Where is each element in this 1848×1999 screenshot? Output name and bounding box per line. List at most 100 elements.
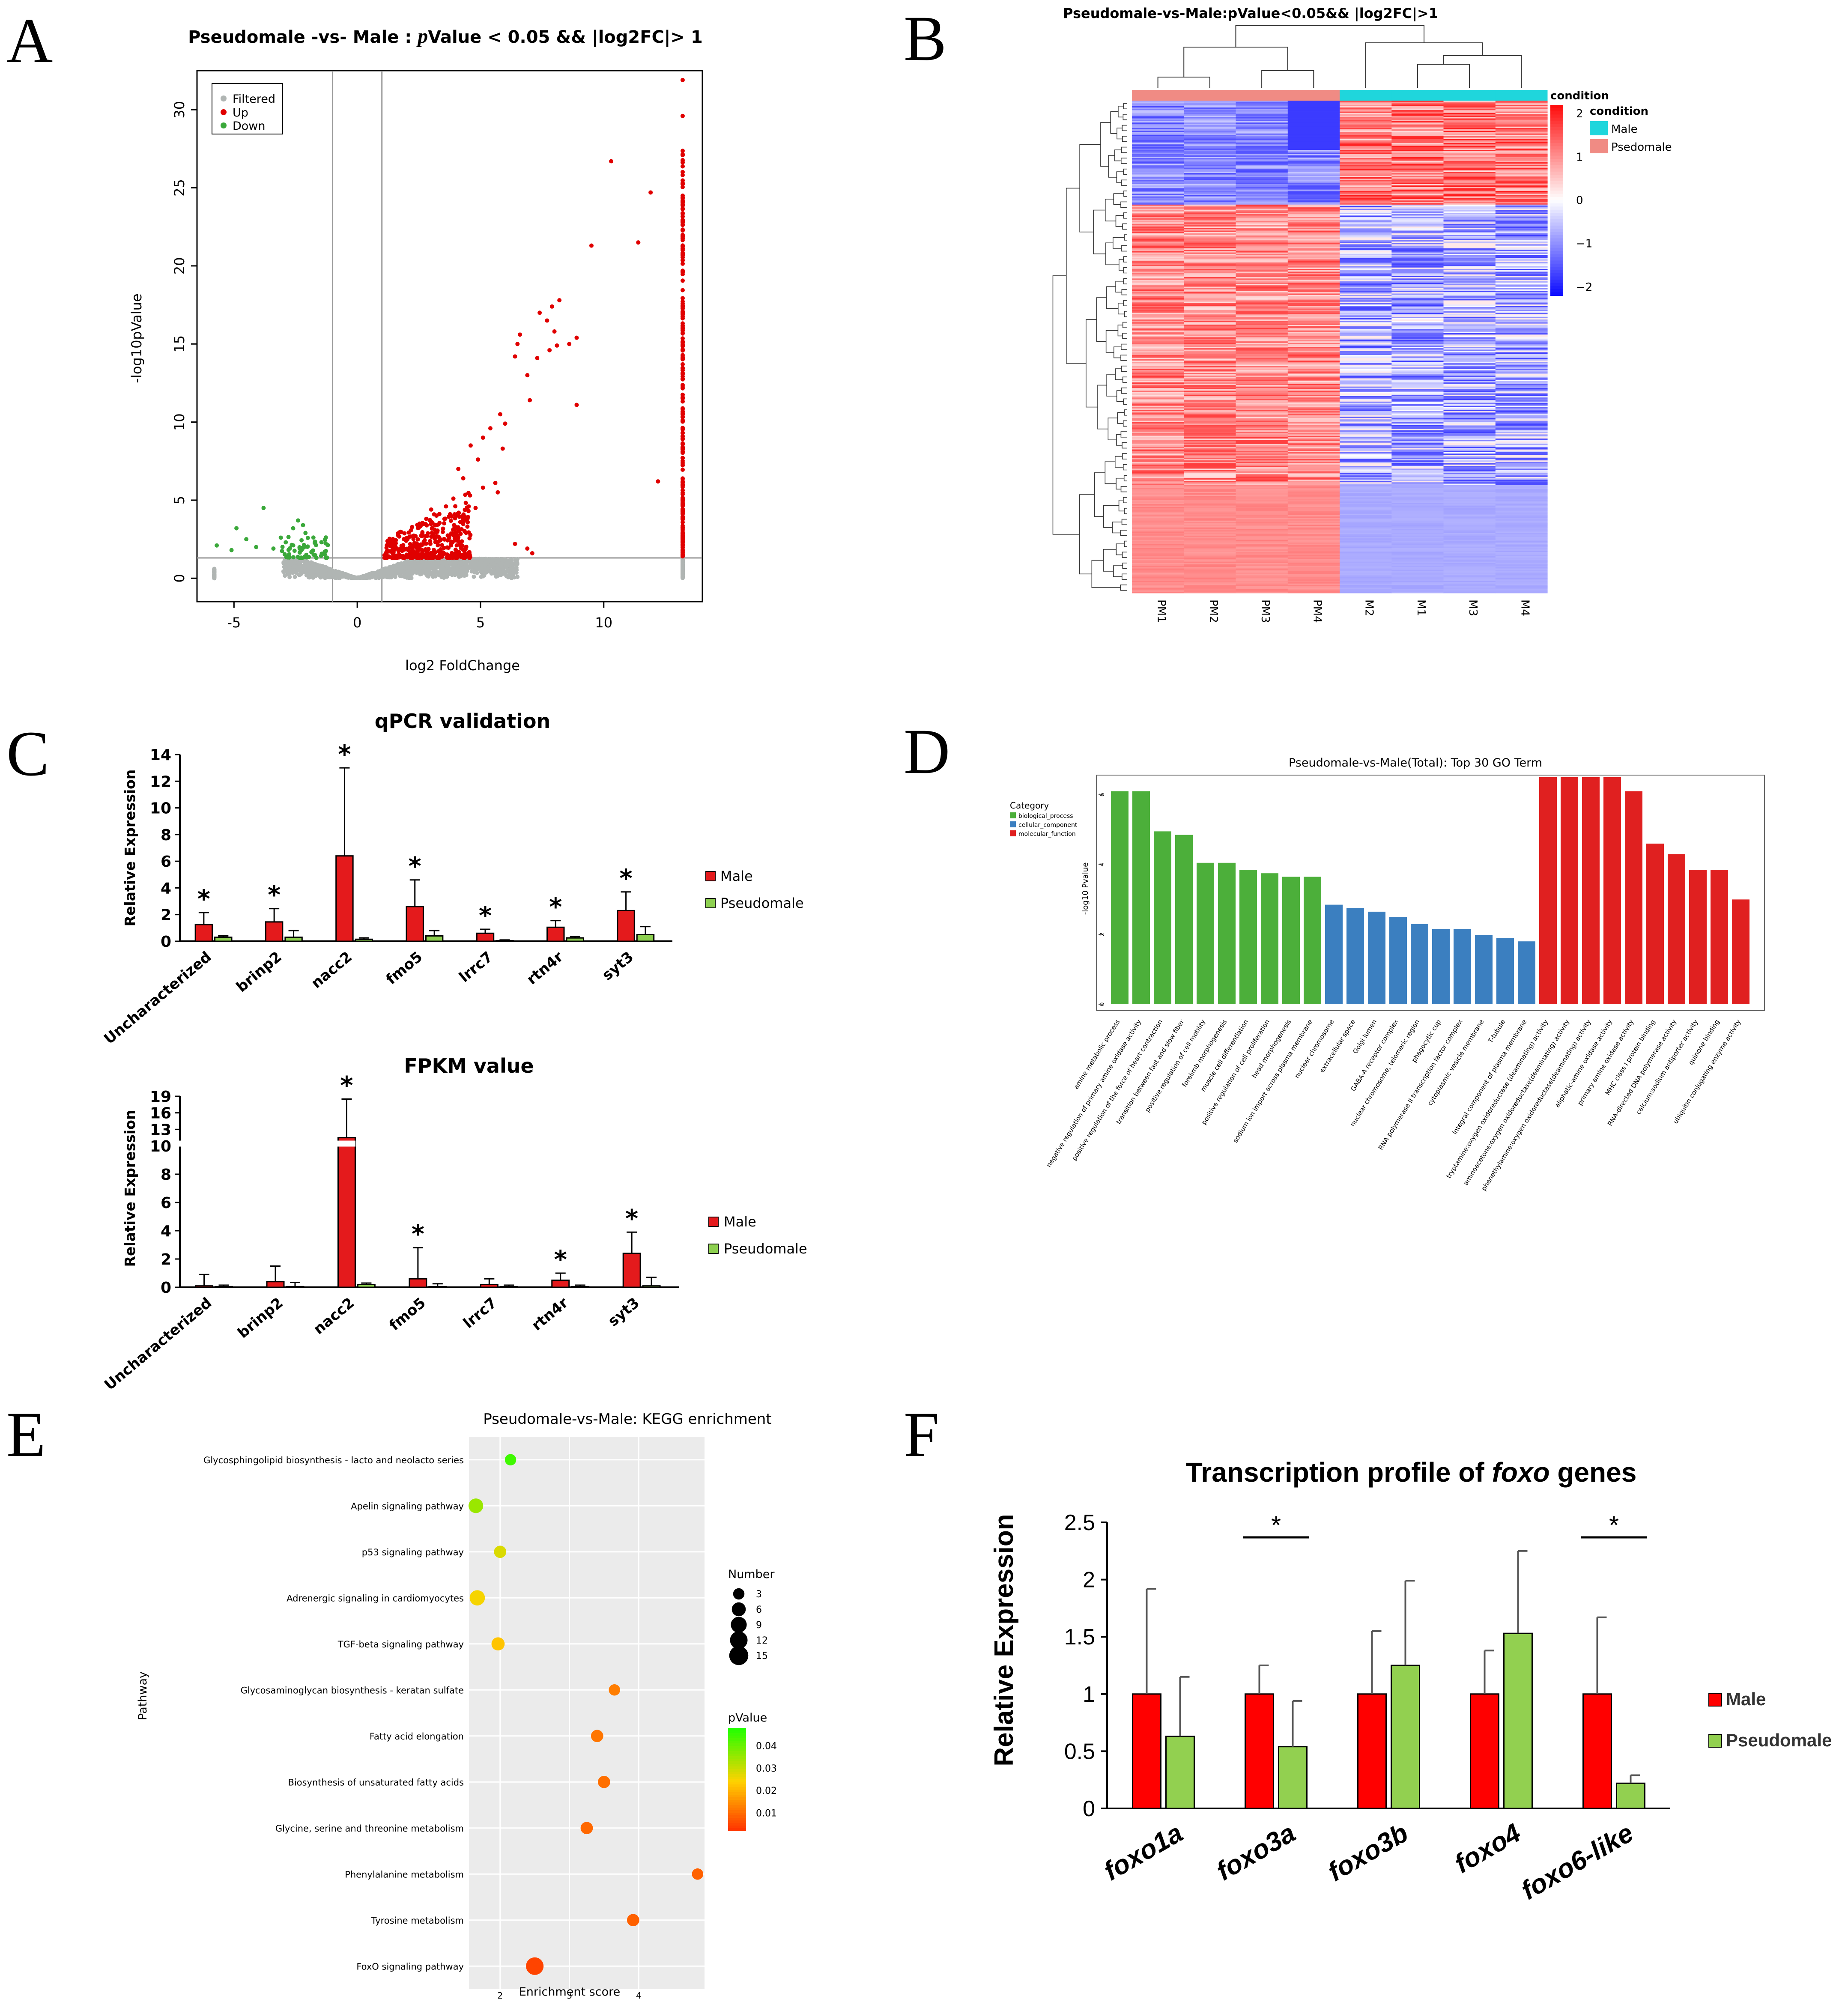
heatmap-cell <box>1443 490 1496 492</box>
heatmap-cell <box>1391 146 1444 148</box>
heatmap-cell <box>1236 481 1288 483</box>
heatmap-cell <box>1236 166 1288 168</box>
heatmap-cell <box>1443 191 1496 193</box>
heatmap-cell <box>1236 465 1288 468</box>
heatmap-cell <box>1391 286 1444 289</box>
heatmap-cell <box>1287 455 1340 456</box>
heatmap-cell <box>1236 260 1288 263</box>
heatmap-cell <box>1287 349 1340 351</box>
heatmap-cell <box>1184 151 1236 153</box>
heatmap-cell <box>1236 232 1288 234</box>
heatmap-cell <box>1132 156 1184 158</box>
heatmap-cell <box>1495 358 1548 360</box>
heatmap-cell <box>1184 367 1236 369</box>
dendrogram-branch <box>1124 508 1127 514</box>
heatmap-cell <box>1132 385 1184 387</box>
filtered-point <box>445 564 449 568</box>
heatmap-cell <box>1443 254 1496 256</box>
heatmap-cell <box>1495 155 1548 157</box>
heatmap-cell <box>1236 478 1288 480</box>
heatmap-cell <box>1495 323 1548 325</box>
up-point <box>680 113 685 118</box>
heatmap-cell <box>1495 173 1548 175</box>
heatmap-cell <box>1236 486 1288 488</box>
heatmap-cell <box>1495 252 1548 254</box>
heatmap-cell <box>1391 452 1444 454</box>
heatmap-cell <box>1287 440 1340 442</box>
heatmap-cell <box>1184 440 1236 442</box>
heatmap-cell <box>1495 126 1548 128</box>
heatmap-cell <box>1287 377 1340 379</box>
heatmap-cell <box>1495 316 1548 319</box>
heatmap-cell <box>1443 181 1496 183</box>
heatmap-cell <box>1132 260 1184 263</box>
heatmap-cell <box>1184 352 1236 354</box>
filtered-point <box>305 559 309 564</box>
heatmap-cell <box>1391 232 1444 234</box>
heatmap-cell <box>1495 284 1548 286</box>
heatmap-cell <box>1391 495 1444 496</box>
heatmap-cell <box>1184 419 1236 421</box>
heatmap-cell <box>1443 151 1496 153</box>
heatmap-cell <box>1391 403 1444 405</box>
heatmap-cell <box>1340 102 1392 104</box>
filtered-point <box>464 567 468 572</box>
heatmap-cell <box>1495 463 1548 465</box>
heatmap-cell <box>1391 313 1444 314</box>
heatmap-cell <box>1340 150 1392 152</box>
heatmap-cell <box>1132 206 1184 208</box>
heatmap-cell <box>1495 496 1548 498</box>
heatmap-cell <box>1287 194 1340 195</box>
heatmap-cell <box>1495 481 1548 483</box>
heatmap-cell <box>1287 257 1340 258</box>
heatmap-cell <box>1391 173 1444 175</box>
heatmap-cell <box>1132 492 1184 494</box>
heatmap-cell <box>1236 440 1288 442</box>
heatmap-cell <box>1287 292 1340 294</box>
heatmap-cell <box>1184 250 1236 251</box>
heatmap-cell <box>1495 366 1548 368</box>
heatmap-cell <box>1443 392 1496 394</box>
heatmap-cell <box>1132 284 1184 286</box>
up-point <box>459 546 463 551</box>
heatmap-cell <box>1132 325 1184 327</box>
heatmap-cell <box>1132 199 1184 201</box>
heatmap-cell <box>1340 209 1392 210</box>
heatmap-cell <box>1184 118 1236 120</box>
heatmap-cell <box>1184 411 1236 413</box>
heatmap-cell <box>1443 496 1496 498</box>
heatmap-cell <box>1391 222 1444 224</box>
heatmap-cell <box>1132 203 1184 205</box>
heatmap-cell <box>1340 392 1392 394</box>
filtered-point <box>385 574 390 579</box>
heatmap-cell <box>1132 352 1184 354</box>
heatmap-cell <box>1495 467 1548 469</box>
heatmap-cell <box>1495 144 1548 146</box>
heatmap-cell <box>1443 460 1496 462</box>
heatmap-cell <box>1184 485 1236 487</box>
heatmap-cell <box>1132 236 1184 238</box>
heatmap-cell <box>1391 359 1444 361</box>
heatmap-cell <box>1443 386 1496 388</box>
heatmap-cell <box>1443 495 1496 496</box>
heatmap-cell <box>1340 488 1392 489</box>
heatmap-cell <box>1340 505 1392 507</box>
heatmap-cell <box>1340 306 1392 307</box>
heatmap-cell <box>1495 163 1548 165</box>
heatmap-cell <box>1184 421 1236 423</box>
heatmap-cell <box>1443 215 1496 217</box>
heatmap-cell <box>1184 353 1236 355</box>
heatmap-cell <box>1287 282 1340 284</box>
heatmap-cell <box>1132 418 1184 420</box>
heatmap-cell <box>1495 134 1548 137</box>
heatmap-cell <box>1236 156 1288 158</box>
heatmap-cell <box>1391 378 1444 380</box>
up-point <box>681 441 685 446</box>
dendrogram-branch <box>1116 390 1124 402</box>
heatmap-cell <box>1236 252 1288 254</box>
heatmap-cell <box>1443 170 1496 172</box>
up-point <box>466 504 471 509</box>
heatmap-cell <box>1236 136 1288 138</box>
dendrogram-branch <box>1365 42 1483 88</box>
heatmap-cell <box>1132 475 1184 477</box>
